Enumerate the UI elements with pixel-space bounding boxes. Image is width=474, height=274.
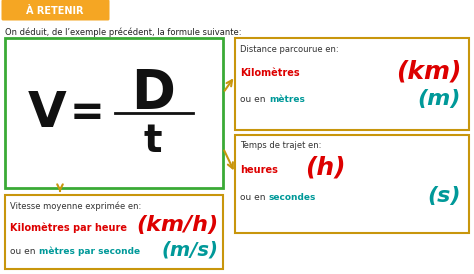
Text: mètres: mètres <box>269 96 305 104</box>
Text: ou en: ou en <box>10 247 38 255</box>
Text: On déduit, de l’exemple précédent, la formule suivante:: On déduit, de l’exemple précédent, la fo… <box>5 27 241 37</box>
Text: (h): (h) <box>305 156 346 180</box>
Bar <box>5 195 223 269</box>
Text: ou en: ou en <box>240 96 268 104</box>
Text: Distance parcourue en:: Distance parcourue en: <box>240 44 338 53</box>
Text: D: D <box>131 67 175 119</box>
Text: heures: heures <box>240 165 278 175</box>
Text: (m): (m) <box>418 89 461 109</box>
Text: (km): (km) <box>396 59 461 83</box>
Bar <box>235 135 469 233</box>
Text: (s): (s) <box>428 186 461 206</box>
FancyBboxPatch shape <box>1 0 109 21</box>
Text: Kilomètres: Kilomètres <box>240 68 300 78</box>
Bar <box>235 38 469 130</box>
Text: V: V <box>27 89 66 137</box>
Text: (km/h): (km/h) <box>136 215 218 235</box>
Text: t: t <box>144 122 162 160</box>
Text: mètres par seconde: mètres par seconde <box>39 246 140 256</box>
Text: Vitesse moyenne exprimée en:: Vitesse moyenne exprimée en: <box>10 201 141 211</box>
Text: ou en: ou en <box>240 193 268 201</box>
Text: secondes: secondes <box>269 193 316 201</box>
Text: (m/s): (m/s) <box>161 241 218 259</box>
Text: =: = <box>70 92 104 134</box>
Text: Kilomètres par heure: Kilomètres par heure <box>10 223 127 233</box>
Text: À RETENIR: À RETENIR <box>26 6 84 16</box>
Bar <box>5 38 223 188</box>
Text: Temps de trajet en:: Temps de trajet en: <box>240 141 321 150</box>
